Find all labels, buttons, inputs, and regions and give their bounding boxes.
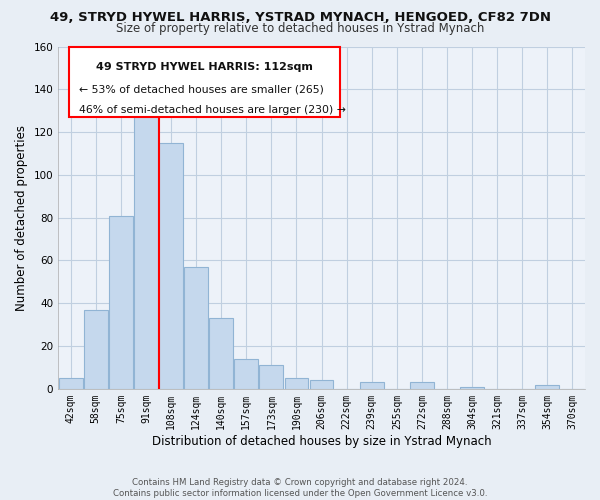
X-axis label: Distribution of detached houses by size in Ystrad Mynach: Distribution of detached houses by size … — [152, 434, 491, 448]
Bar — [109, 216, 133, 389]
Bar — [159, 143, 183, 389]
Bar — [209, 318, 233, 389]
Text: ← 53% of detached houses are smaller (265): ← 53% of detached houses are smaller (26… — [79, 84, 324, 94]
Bar — [410, 382, 434, 389]
FancyBboxPatch shape — [69, 46, 340, 116]
Bar — [184, 267, 208, 389]
Text: Size of property relative to detached houses in Ystrad Mynach: Size of property relative to detached ho… — [116, 22, 484, 35]
Text: 49 STRYD HYWEL HARRIS: 112sqm: 49 STRYD HYWEL HARRIS: 112sqm — [96, 62, 313, 72]
Bar — [535, 384, 559, 389]
Bar — [460, 386, 484, 389]
Bar — [84, 310, 108, 389]
Text: Contains HM Land Registry data © Crown copyright and database right 2024.
Contai: Contains HM Land Registry data © Crown c… — [113, 478, 487, 498]
Bar — [310, 380, 334, 389]
Text: 49, STRYD HYWEL HARRIS, YSTRAD MYNACH, HENGOED, CF82 7DN: 49, STRYD HYWEL HARRIS, YSTRAD MYNACH, H… — [49, 11, 551, 24]
Bar — [235, 359, 258, 389]
Bar — [259, 366, 283, 389]
Bar — [284, 378, 308, 389]
Bar — [59, 378, 83, 389]
Bar — [360, 382, 383, 389]
Y-axis label: Number of detached properties: Number of detached properties — [15, 124, 28, 310]
Bar — [134, 113, 158, 389]
Text: 46% of semi-detached houses are larger (230) →: 46% of semi-detached houses are larger (… — [79, 104, 346, 115]
